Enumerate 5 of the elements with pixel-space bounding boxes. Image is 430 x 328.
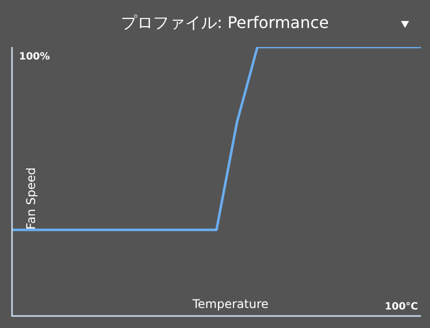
- annotation: 100°C: [384, 302, 418, 313]
- x-axis-title: Temperature: [191, 297, 269, 312]
- annotation: 100%: [19, 52, 50, 63]
- y-axis-title: Fan Speed: [24, 167, 38, 230]
- chart-title: プロファイル: Performance: [121, 13, 329, 34]
